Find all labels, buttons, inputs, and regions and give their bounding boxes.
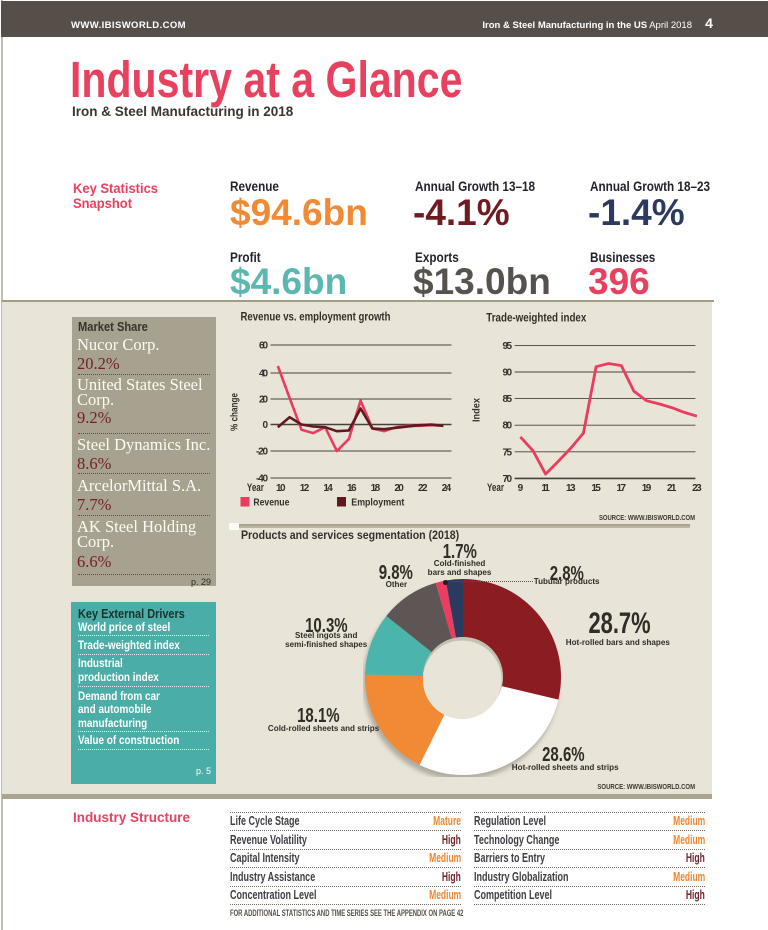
svg-text:20: 20 xyxy=(259,395,268,406)
svg-text:Year: Year xyxy=(247,482,265,494)
svg-text:80: 80 xyxy=(503,421,513,432)
svg-text:10: 10 xyxy=(276,483,286,494)
svg-text:20: 20 xyxy=(394,483,404,494)
svg-text:11: 11 xyxy=(541,483,550,494)
svg-text:Revenue: Revenue xyxy=(253,497,289,509)
svg-text:70: 70 xyxy=(503,474,513,485)
svg-text:22: 22 xyxy=(418,483,428,494)
svg-text:Revenue vs. employment growth: Revenue vs. employment growth xyxy=(241,312,391,324)
svg-text:9: 9 xyxy=(518,483,524,494)
svg-text:19: 19 xyxy=(642,483,652,494)
svg-text:15: 15 xyxy=(591,483,601,494)
svg-text:16: 16 xyxy=(347,483,357,494)
svg-text:0: 0 xyxy=(262,420,268,431)
svg-text:23: 23 xyxy=(692,483,702,494)
svg-text:21: 21 xyxy=(667,483,677,494)
svg-text:-20: -20 xyxy=(256,447,268,458)
svg-text:Year: Year xyxy=(487,482,505,494)
svg-text:18: 18 xyxy=(371,483,381,494)
svg-text:40: 40 xyxy=(259,369,268,380)
svg-text:SOURCE: WWW.IBISWORLD.COM: SOURCE: WWW.IBISWORLD.COM xyxy=(599,513,695,522)
svg-text:% change: % change xyxy=(229,393,241,431)
svg-text:75: 75 xyxy=(503,447,513,458)
svg-text:Employment: Employment xyxy=(351,497,404,509)
svg-text:-40: -40 xyxy=(256,474,268,485)
svg-text:17: 17 xyxy=(617,483,627,494)
svg-text:85: 85 xyxy=(503,394,513,405)
svg-text:Trade-weighted index: Trade-weighted index xyxy=(486,313,587,325)
svg-text:24: 24 xyxy=(442,483,452,494)
svg-text:13: 13 xyxy=(566,483,576,494)
svg-text:Index: Index xyxy=(471,398,483,422)
svg-text:60: 60 xyxy=(259,341,268,352)
svg-text:95: 95 xyxy=(503,341,513,352)
svg-text:12: 12 xyxy=(300,483,310,494)
svg-text:14: 14 xyxy=(323,483,333,494)
svg-text:90: 90 xyxy=(503,368,513,379)
